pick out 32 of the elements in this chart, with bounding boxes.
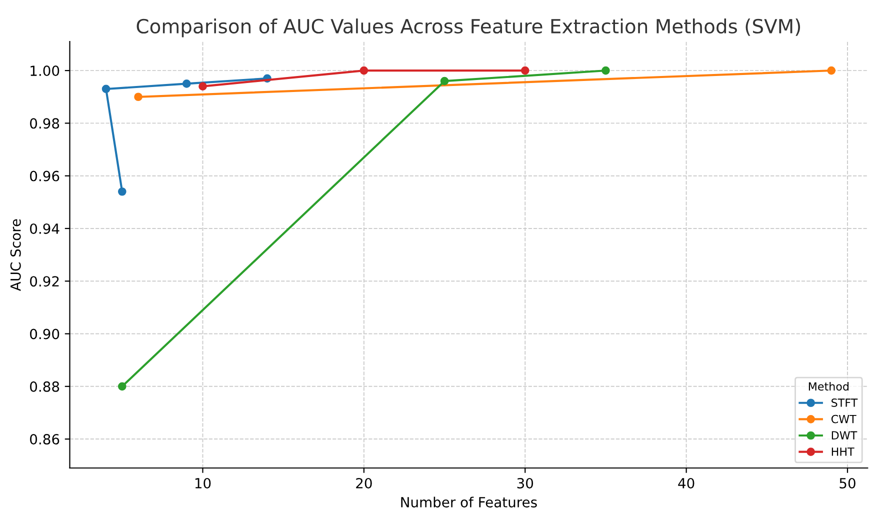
point <box>360 66 368 75</box>
legend-label: DWT <box>832 431 858 440</box>
point <box>602 66 610 75</box>
x-tick-label: 10 <box>195 478 211 488</box>
legend-label: STFT <box>832 398 858 407</box>
y-tick-label: 0.92 <box>30 276 59 287</box>
legend-title: Method <box>808 382 848 391</box>
legend-label: CWT <box>831 414 856 424</box>
point <box>118 382 126 391</box>
point <box>182 80 191 88</box>
point <box>102 84 110 94</box>
x-tick-label: 30 <box>517 478 534 488</box>
x-tick-label: 20 <box>356 478 372 488</box>
x-axis-title: Number of Features <box>401 496 537 508</box>
y-tick-label: 1.00 <box>30 66 60 76</box>
y-tick-label: 0.88 <box>30 381 60 392</box>
legend-label: HHT <box>832 448 854 456</box>
point <box>118 187 126 196</box>
x-tick-label: 50 <box>840 478 856 488</box>
point <box>134 92 142 102</box>
y-tick-label: 0.96 <box>30 170 60 182</box>
point <box>827 66 836 75</box>
point <box>520 66 530 75</box>
chart-title: Comparison of AUC Values Across Feature Extraction Methods (SVM) <box>136 18 800 38</box>
x-tick-label: 40 <box>678 478 694 488</box>
y-tick-label: 0.90 <box>30 328 60 340</box>
y-tick-label: 0.94 <box>30 223 60 234</box>
y-axis-title: AUC Score <box>10 219 21 292</box>
y-tick-label: 0.86 <box>30 434 60 445</box>
point <box>440 76 449 86</box>
y-tick-label: 0.98 <box>30 118 60 129</box>
point <box>198 82 207 91</box>
